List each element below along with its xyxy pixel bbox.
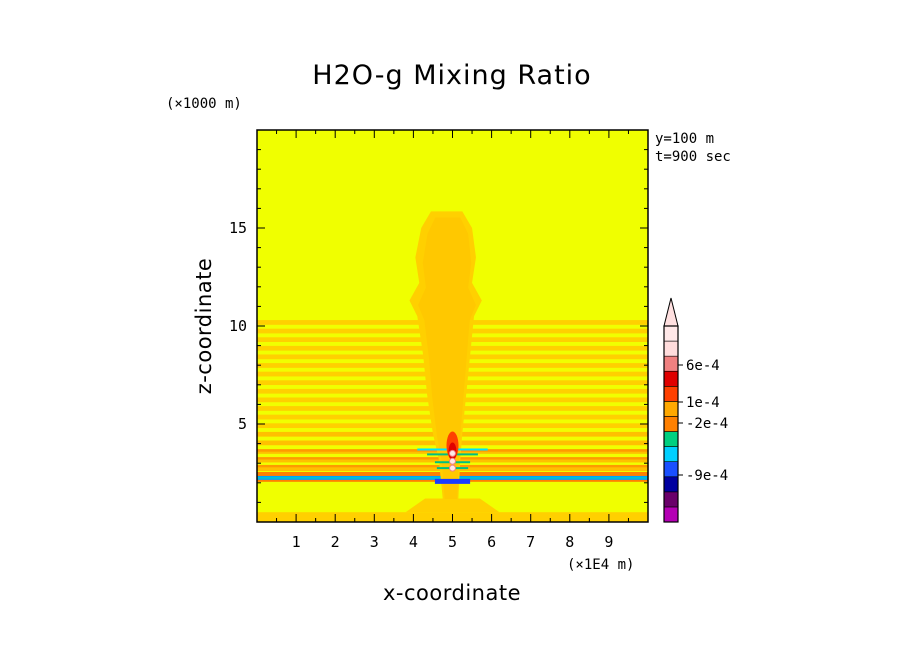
plume-peak [449,464,456,472]
plume-core [418,217,476,499]
colorbar-frame [663,325,679,523]
colorbar-swatch [663,431,679,447]
chart-title: H2O-g Mixing Ratio [312,60,591,91]
colorbar: 6e-4 1e-4 -2e-4 -9e-4 [663,297,728,523]
x-tick-label: 8 [565,533,574,551]
plume-peak [449,457,456,465]
y-axis-label: z-coordinate [192,258,216,395]
y-unit-label: (×1000 m) [166,96,242,112]
x-tick-label: 7 [526,533,535,551]
x-tick-label: 5 [448,533,457,551]
colorbar-swatch [663,416,679,432]
colorbar-swatch [663,476,679,493]
colorbar-swatch [663,491,679,508]
colorbar-swatch [663,370,679,387]
colorbar-swatch [663,446,679,462]
plume-peak [449,449,456,457]
x-tick-label: 4 [409,533,418,551]
annotation-t: t=900 sec [655,149,731,165]
colorbar-swatch [663,461,679,478]
y-tick-label: 10 [229,317,247,335]
y-tick-label: 5 [238,415,247,433]
annotation-y: y=100 m [655,131,714,147]
plot-area [257,130,648,522]
x-tick-label: 6 [487,533,496,551]
colorbar-swatch [663,355,679,372]
y-axis-ticks: 5 10 15 [229,149,648,503]
x-tick-label: 9 [604,533,613,551]
x-tick-label: 3 [370,533,379,551]
colorbar-swatch [663,506,679,523]
colorbar-label: 1e-4 [686,395,720,411]
colorbar-swatch [663,401,679,417]
plume [409,211,482,499]
x-tick-label: 1 [292,533,301,551]
x-tick-label: 2 [331,533,340,551]
contour-band [405,498,500,513]
colorbar-swatch [663,386,679,402]
x-axis-ticks: 1 2 3 4 5 6 7 8 9 [276,130,629,551]
y-tick-label: 15 [229,219,247,237]
colorbar-label: -2e-4 [686,416,728,432]
x-axis-label: x-coordinate [383,581,521,605]
colorbar-label: 6e-4 [686,358,720,374]
negative-band [434,478,471,484]
colorbar-swatch [663,340,679,357]
x-unit-label: (×1E4 m) [567,557,634,573]
colorbar-extend-arrow [663,297,679,327]
colorbar-swatch [663,325,679,342]
colorbar-label: -9e-4 [686,468,728,484]
